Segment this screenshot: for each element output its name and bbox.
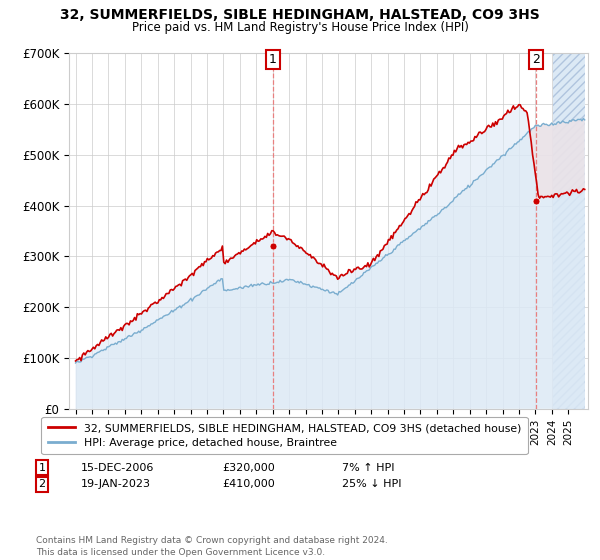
Text: 7% ↑ HPI: 7% ↑ HPI [342,463,395,473]
Text: £320,000: £320,000 [222,463,275,473]
Text: 2: 2 [38,479,46,489]
Text: Price paid vs. HM Land Registry's House Price Index (HPI): Price paid vs. HM Land Registry's House … [131,21,469,34]
Text: 15-DEC-2006: 15-DEC-2006 [81,463,154,473]
Text: 25% ↓ HPI: 25% ↓ HPI [342,479,401,489]
Text: £410,000: £410,000 [222,479,275,489]
Text: 32, SUMMERFIELDS, SIBLE HEDINGHAM, HALSTEAD, CO9 3HS: 32, SUMMERFIELDS, SIBLE HEDINGHAM, HALST… [60,8,540,22]
Text: Contains HM Land Registry data © Crown copyright and database right 2024.
This d: Contains HM Land Registry data © Crown c… [36,536,388,557]
Text: 1: 1 [38,463,46,473]
Text: 1: 1 [269,53,277,66]
Text: 2: 2 [532,53,540,66]
Text: 19-JAN-2023: 19-JAN-2023 [81,479,151,489]
Legend: 32, SUMMERFIELDS, SIBLE HEDINGHAM, HALSTEAD, CO9 3HS (detached house), HPI: Aver: 32, SUMMERFIELDS, SIBLE HEDINGHAM, HALST… [41,417,527,454]
